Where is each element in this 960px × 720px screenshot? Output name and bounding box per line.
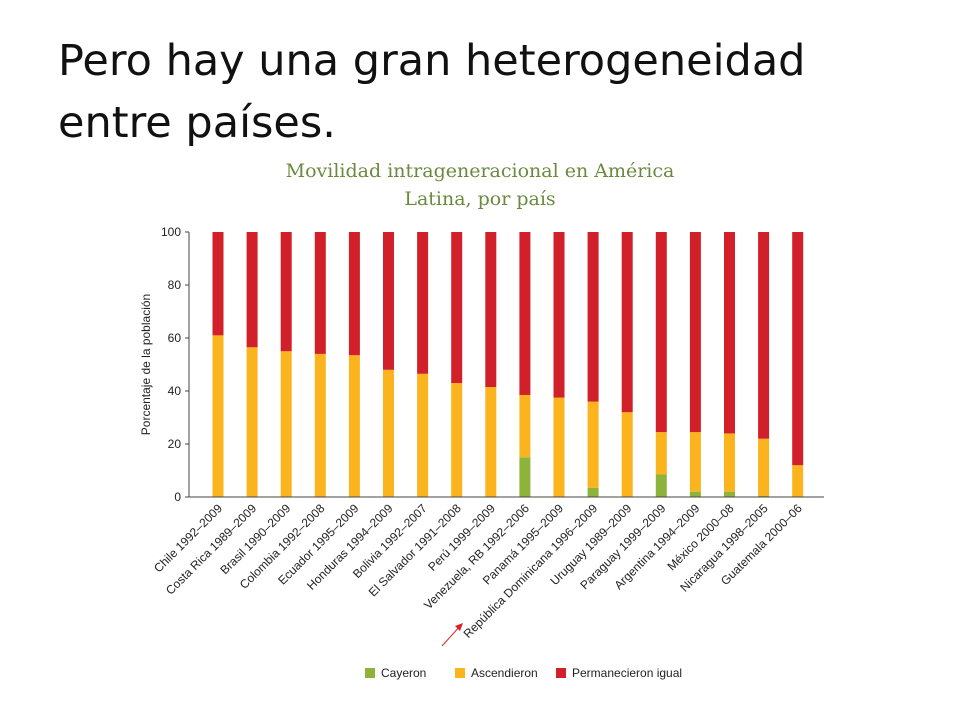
bar-segment-ascendieron — [348, 355, 360, 497]
y-tick-label: 80 — [168, 278, 182, 292]
legend-swatch — [365, 668, 375, 678]
chart-title-line-2: Latina, por país — [404, 188, 556, 210]
y-tick-label: 100 — [161, 225, 181, 239]
bar-segment-ascendieron — [553, 397, 565, 497]
slide-title-line-1: Pero hay una gran heterogeneidad — [58, 36, 806, 86]
bar-segment-permanecieron — [519, 232, 531, 395]
bar-segment-ascendieron — [417, 373, 429, 497]
bar-segment-ascendieron — [758, 438, 770, 496]
y-tick-label: 20 — [168, 437, 182, 451]
bar-segment-permanecieron — [792, 232, 804, 466]
bar-segment-permanecieron — [280, 232, 292, 352]
bar-segment-permanecieron — [383, 232, 394, 370]
y-tick-label: 0 — [174, 490, 181, 504]
slide-title-line-2: entre países. — [58, 98, 336, 148]
y-axis-title: Porcentaje de la población — [139, 294, 153, 435]
bar-segment-permanecieron — [417, 232, 429, 374]
bar-segment-permanecieron — [553, 232, 565, 398]
bar-segment-cayeron — [758, 495, 770, 497]
bar-segment-ascendieron — [485, 387, 497, 497]
bar-segment-permanecieron — [485, 232, 497, 388]
bar-segment-ascendieron — [212, 335, 224, 497]
chart-title: Movilidad intrageneracional en América L… — [230, 157, 730, 213]
chart-title-line-1: Movilidad intrageneracional en América — [285, 160, 675, 182]
bar-segment-cayeron — [519, 457, 531, 497]
bar-segment-ascendieron — [519, 394, 531, 458]
legend-label: Cayeron — [381, 666, 426, 680]
bar-segment-permanecieron — [655, 232, 667, 433]
bar-segment-permanecieron — [587, 232, 599, 402]
bar-segment-ascendieron — [246, 347, 258, 497]
bar-segment-ascendieron — [792, 465, 804, 497]
slide-title: Pero hay una gran heterogeneidad entre p… — [58, 30, 918, 154]
bar-segment-permanecieron — [314, 232, 326, 354]
bar-segment-permanecieron — [451, 232, 463, 384]
legend-label: Permanecieron igual — [572, 666, 682, 680]
bar-segment-ascendieron — [280, 351, 292, 497]
bar-segment-ascendieron — [314, 353, 326, 497]
bar-segment-ascendieron — [724, 433, 735, 492]
bar-segment-permanecieron — [348, 232, 360, 356]
bar-segment-cayeron — [587, 487, 599, 497]
legend-label: Ascendieron — [471, 666, 538, 680]
y-tick-label: 60 — [168, 331, 182, 345]
bar-segment-cayeron — [724, 491, 735, 497]
legend-swatch — [455, 668, 465, 678]
annotation-arrow-head — [455, 623, 463, 631]
bar-segment-permanecieron — [758, 232, 770, 439]
bar-segment-permanecieron — [689, 232, 701, 433]
bar-segment-permanecieron — [246, 232, 258, 348]
bar-segment-permanecieron — [724, 232, 735, 434]
bar-segment-ascendieron — [621, 412, 633, 497]
bar-segment-permanecieron — [621, 232, 633, 413]
y-tick-label: 40 — [168, 384, 182, 398]
bar-segment-permanecieron — [212, 232, 224, 336]
legend-swatch — [556, 668, 566, 678]
bar-segment-ascendieron — [655, 432, 667, 475]
bar-segment-ascendieron — [689, 432, 701, 492]
bar-segment-ascendieron — [451, 383, 463, 497]
bar-segment-ascendieron — [587, 401, 599, 488]
bar-segment-cayeron — [655, 474, 667, 497]
bar-segment-ascendieron — [383, 369, 394, 497]
bar-segment-cayeron — [689, 491, 701, 497]
